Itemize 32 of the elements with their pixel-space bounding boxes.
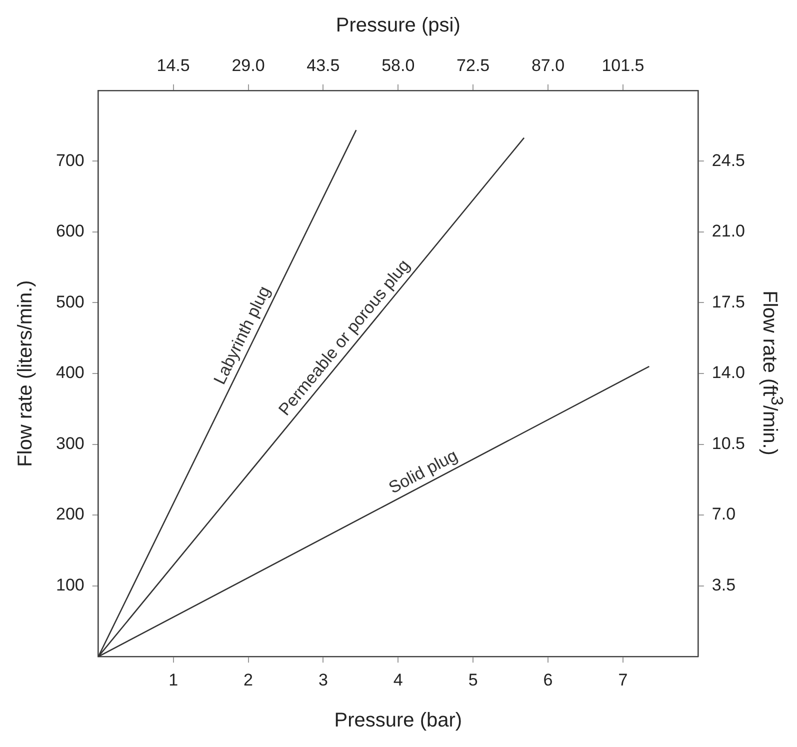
y-tick-label: 300 <box>56 434 84 453</box>
x-tick-label: 5 <box>468 670 478 690</box>
y-tick-label: 100 <box>56 576 84 595</box>
y-tick-label: 600 <box>56 222 84 241</box>
x-tick-label: 4 <box>393 670 403 690</box>
y2-tick-label: 21.0 <box>712 222 746 241</box>
x2-tick-label: 87.0 <box>531 56 565 75</box>
x-tick-label: 2 <box>244 670 253 690</box>
y2-tick-label: 10.5 <box>712 434 746 453</box>
x2-tick-label: 14.5 <box>156 56 190 75</box>
y2-tick-label: 7.0 <box>712 504 736 524</box>
x2-tick-label: 72.5 <box>456 56 490 75</box>
y-tick-label: 500 <box>56 292 84 312</box>
x2-tick-label: 58.0 <box>382 56 415 75</box>
x2-tick-label: 29.0 <box>232 56 265 75</box>
y-axis-title: Flow rate (liters/min.) <box>14 280 37 467</box>
x-tick-label: 7 <box>618 670 628 690</box>
y2-tick-label: 24.5 <box>712 150 746 170</box>
x2-tick-label: 43.5 <box>306 56 340 75</box>
x2-axis-title: Pressure (psi) <box>336 14 460 37</box>
text: Solid plug <box>386 446 461 498</box>
x-tick-label: 6 <box>543 670 553 690</box>
y2-tick-label: 14.0 <box>712 363 746 382</box>
y2-tick-label: 3.5 <box>712 576 736 595</box>
x-tick-label: 1 <box>168 670 178 690</box>
y-tick-label: 400 <box>56 363 84 382</box>
y-tick-label: 700 <box>56 150 84 170</box>
y-tick-label: 200 <box>56 504 84 524</box>
x-tick-label: 3 <box>318 670 328 690</box>
x2-tick-label: 101.5 <box>602 56 644 75</box>
x-axis-title: Pressure (bar) <box>334 710 462 732</box>
y2-tick-label: 17.5 <box>712 292 746 312</box>
